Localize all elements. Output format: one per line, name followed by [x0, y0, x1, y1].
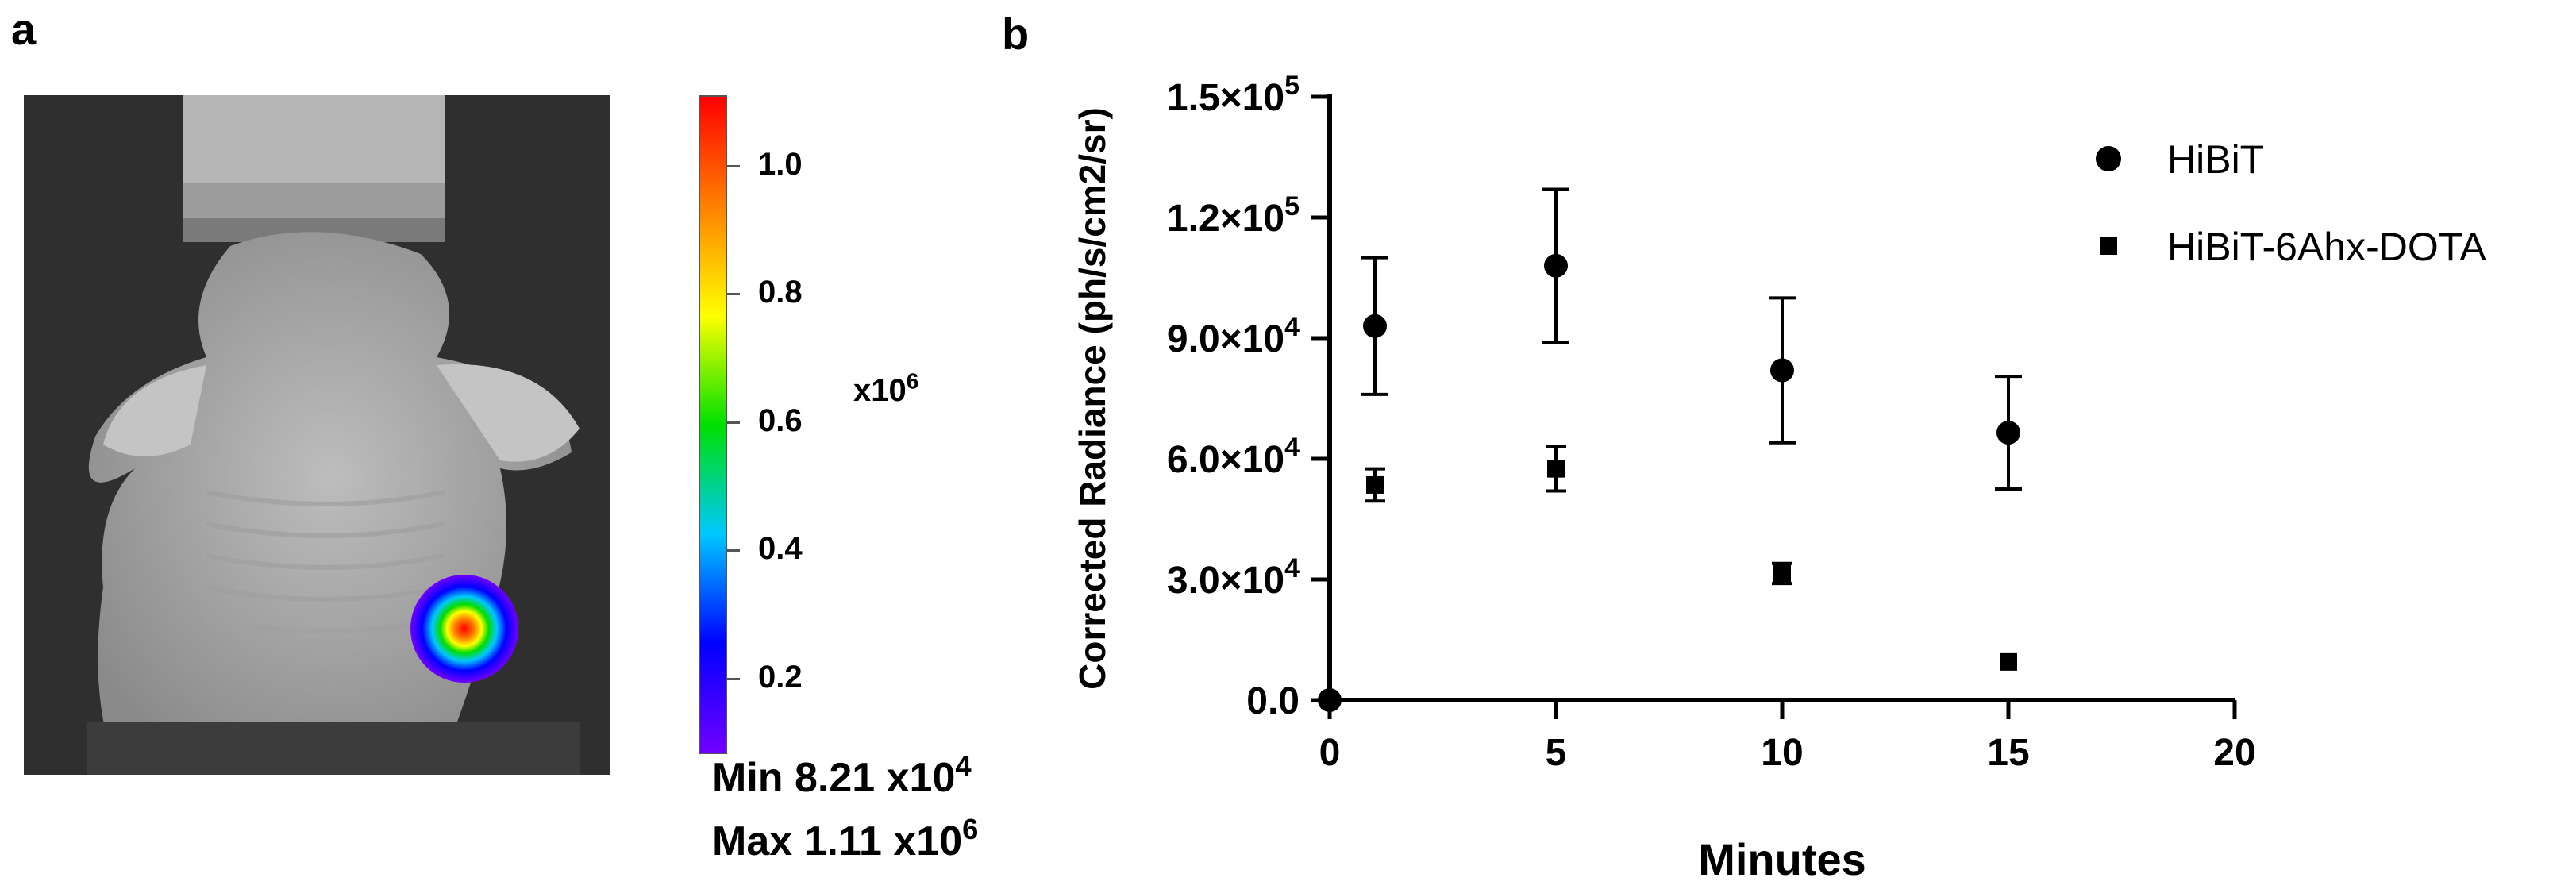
- color-scale-tick-label: 0.6: [758, 402, 803, 438]
- x-tick-label: 15: [1987, 732, 2029, 774]
- data-point-hibit: [1363, 314, 1387, 338]
- legend-label: HiBiT-6Ahx-DOTA: [2167, 225, 2487, 269]
- x-tick-label: 5: [1546, 732, 1567, 774]
- y-tick-label: 0.0: [1246, 680, 1300, 722]
- data-point-hibit-6ahx-dota: [1547, 460, 1565, 478]
- color-scale-tick: [727, 421, 740, 424]
- legend-marker-circle: [2096, 146, 2121, 171]
- x-tick-label: 10: [1761, 732, 1803, 774]
- color-scale-tick: [727, 549, 740, 552]
- legend-marker-square: [2100, 237, 2117, 255]
- x-tick-label: 20: [2213, 732, 2255, 774]
- y-tick-label: 1.5×105: [1167, 71, 1300, 119]
- color-scale-tick: [727, 293, 740, 296]
- data-point-hibit: [1770, 358, 1794, 383]
- color-scale-multiplier: x106: [853, 368, 919, 408]
- data-point-hibit: [1996, 421, 2020, 445]
- panel-a-label: a: [11, 4, 37, 54]
- x-axis-label: Minutes: [1698, 834, 1866, 884]
- color-scale-tick-label: 1.0: [758, 146, 803, 182]
- color-scale-max: Max 1.11 x106: [712, 812, 979, 864]
- color-scale-tick: [727, 164, 740, 167]
- data-point-hibit-6ahx-dota: [1773, 564, 1791, 583]
- y-tick-label: 3.0×104: [1167, 553, 1300, 602]
- data-point-hibit: [1544, 253, 1568, 278]
- bioluminescence-mouse-image: [24, 95, 610, 775]
- data-point-hibit-6ahx-dota: [1366, 475, 1384, 494]
- color-scale-tick: [727, 677, 740, 680]
- x-tick-label: 0: [1319, 732, 1341, 774]
- color-scale-tick-label: 0.8: [758, 275, 803, 310]
- y-tick-label: 6.0×104: [1167, 433, 1300, 481]
- y-axis-label: Corrected Radiance (ph/s/cm2/sr): [1072, 107, 1113, 690]
- color-scale-tick-label: 0.2: [758, 659, 803, 695]
- data-point-hibit-6ahx-dota: [1321, 691, 1338, 709]
- y-tick-label: 1.2×105: [1167, 191, 1300, 240]
- panel-b-label: b: [1002, 9, 1030, 59]
- data-point-hibit-6ahx-dota: [2000, 652, 2017, 671]
- color-scale-bar: [699, 95, 727, 754]
- color-scale-min: Min 8.21 x104: [712, 749, 972, 801]
- y-tick-label: 9.0×104: [1167, 312, 1300, 360]
- color-scale-tick-label: 0.4: [758, 531, 803, 567]
- legend-label: HiBiT: [2167, 137, 2264, 182]
